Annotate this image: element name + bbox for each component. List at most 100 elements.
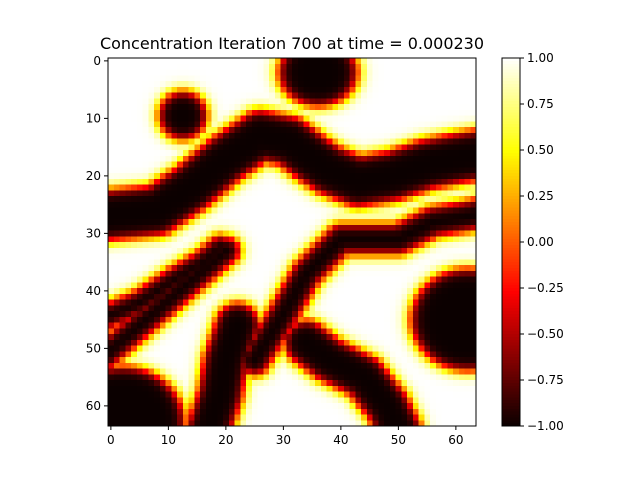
heatmap-cell [240, 351, 247, 358]
heatmap-cell [182, 374, 189, 381]
heatmap-cell [188, 115, 195, 122]
heatmap-cell [177, 196, 184, 203]
heatmap-cell [234, 276, 241, 283]
heatmap-cell [343, 328, 350, 335]
heatmap-cell [401, 368, 408, 375]
heatmap-cell [297, 276, 304, 283]
heatmap-cell [320, 247, 327, 254]
heatmap-cell [407, 391, 414, 398]
heatmap-cell [332, 132, 339, 139]
heatmap-cell [453, 109, 460, 116]
heatmap-cell [108, 259, 115, 266]
heatmap-cell [223, 247, 230, 254]
heatmap-cell [366, 322, 373, 329]
heatmap-cell [211, 127, 218, 134]
heatmap-cell [131, 253, 138, 260]
heatmap-cell [240, 92, 247, 99]
heatmap-cell [211, 265, 218, 272]
colorbar-segment [502, 296, 520, 301]
heatmap-cell [171, 397, 178, 404]
heatmap-cell [171, 201, 178, 208]
heatmap-cell [211, 132, 218, 139]
heatmap-cell [384, 414, 391, 421]
heatmap-cell [108, 115, 115, 122]
heatmap-cell [366, 167, 373, 174]
heatmap-cell [372, 374, 379, 381]
heatmap-cell [165, 339, 172, 346]
heatmap-cell [228, 265, 235, 272]
heatmap-cell [418, 334, 425, 341]
heatmap-cell [234, 109, 241, 116]
heatmap-cell [171, 414, 178, 421]
heatmap-cell [453, 161, 460, 168]
heatmap-cell [470, 334, 477, 341]
heatmap-cell [211, 121, 218, 128]
heatmap-cell [435, 127, 442, 134]
heatmap-cell [326, 75, 333, 82]
heatmap-cell [269, 299, 276, 306]
heatmap-cell [263, 288, 270, 295]
heatmap-cell [441, 247, 448, 254]
heatmap-cell [131, 75, 138, 82]
heatmap-cell [148, 322, 155, 329]
heatmap-cell [292, 242, 299, 249]
heatmap-cell [309, 259, 316, 266]
colorbar-segment [502, 135, 520, 140]
heatmap-cell [280, 190, 287, 197]
heatmap-cell [274, 104, 281, 111]
heatmap-cell [338, 230, 345, 237]
heatmap-cell [470, 362, 477, 369]
heatmap-cell [246, 167, 253, 174]
heatmap-cell [326, 420, 333, 427]
heatmap-cell [234, 282, 241, 289]
heatmap-cell [205, 138, 212, 145]
heatmap-cell [131, 293, 138, 300]
heatmap-cell [407, 345, 414, 352]
heatmap-cell [441, 109, 448, 116]
heatmap-cell [418, 138, 425, 145]
heatmap-cell [309, 380, 316, 387]
heatmap-cell [205, 351, 212, 358]
heatmap-cell [286, 253, 293, 260]
heatmap-cell [211, 385, 218, 392]
heatmap-cell [171, 196, 178, 203]
heatmap-cell [366, 385, 373, 392]
heatmap-cell [303, 380, 310, 387]
heatmap-cell [401, 75, 408, 82]
colorbar-segment [502, 403, 520, 407]
heatmap-cell [389, 127, 396, 134]
heatmap-cell [159, 75, 166, 82]
heatmap-cell [447, 161, 454, 168]
heatmap-cell [171, 334, 178, 341]
heatmap-cell [464, 397, 471, 404]
heatmap-cell [171, 345, 178, 352]
y-tick-label: 40 [86, 284, 101, 298]
heatmap-cell [131, 391, 138, 398]
heatmap-cell [119, 167, 126, 174]
heatmap-cell [142, 98, 149, 105]
heatmap-cell [165, 270, 172, 277]
heatmap-cell [108, 403, 115, 410]
heatmap-cell [228, 132, 235, 139]
heatmap-cell [378, 224, 385, 231]
heatmap-cell [418, 213, 425, 220]
heatmap-cell [453, 253, 460, 260]
heatmap-cell [119, 299, 126, 306]
heatmap-cell [430, 322, 437, 329]
heatmap-cell [389, 385, 396, 392]
heatmap-cell [154, 414, 161, 421]
heatmap-cell [378, 385, 385, 392]
heatmap-cell [297, 328, 304, 335]
heatmap-cell [384, 230, 391, 237]
heatmap-cell [165, 115, 172, 122]
heatmap-cell [297, 213, 304, 220]
colorbar-segment [502, 285, 520, 289]
heatmap-cell [177, 207, 184, 214]
heatmap-cell [136, 184, 143, 191]
heatmap-cell [320, 357, 327, 364]
heatmap-cell [441, 127, 448, 134]
heatmap-cell [257, 161, 264, 168]
heatmap-cell [315, 316, 322, 323]
heatmap-cell [343, 109, 350, 116]
heatmap-cell [228, 201, 235, 208]
